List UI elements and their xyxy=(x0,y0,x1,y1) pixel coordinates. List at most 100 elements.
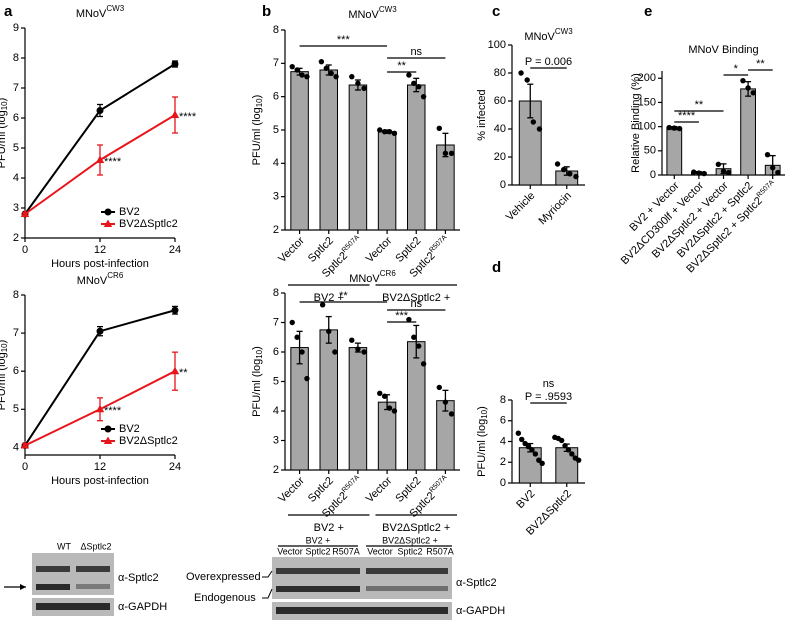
title-superscript: CR6 xyxy=(380,269,397,278)
significance: **** xyxy=(179,111,197,123)
data-point xyxy=(406,316,412,323)
bracket-label: P = 0.006 xyxy=(525,56,572,68)
title-superscript: CW3 xyxy=(555,27,573,36)
lane-label: Sptlc2 xyxy=(305,546,330,556)
chart-title: MNoVCR6 xyxy=(349,269,396,285)
x-tick-label: Vector xyxy=(276,474,307,505)
chart-title: MNoVCW3 xyxy=(524,27,573,43)
arrow-head xyxy=(20,584,26,590)
title-text: MNoV xyxy=(348,9,379,21)
lane-label: R507A xyxy=(426,546,454,556)
data-point xyxy=(519,436,525,443)
y-tick-label: 7 xyxy=(273,316,279,328)
y-tick-label: 6 xyxy=(500,415,506,427)
significance: **** xyxy=(104,156,122,168)
y-tick-label: 6 xyxy=(13,112,19,124)
data-point xyxy=(539,460,545,466)
y-tick-label: 5 xyxy=(13,142,19,154)
data-point xyxy=(725,169,732,176)
data-point xyxy=(536,457,542,463)
data-point xyxy=(304,73,310,80)
bar xyxy=(377,131,397,231)
data-point xyxy=(411,334,417,340)
marker xyxy=(170,110,180,118)
category-superscript: R507A xyxy=(341,234,361,254)
x-axis-label: Hours post-infection xyxy=(51,258,149,270)
panel-label: d xyxy=(492,259,501,276)
data-point xyxy=(691,169,697,175)
data-point xyxy=(701,170,707,177)
data-point xyxy=(666,124,672,131)
data-point xyxy=(750,90,756,96)
panel-label: e xyxy=(644,3,652,20)
y-tick-label: 40 xyxy=(494,123,506,135)
bracket-label: ** xyxy=(397,60,406,72)
band-label: Endogenous xyxy=(194,592,256,604)
y-label-text: PFU/ml (log xyxy=(476,419,488,477)
category-name: Vector xyxy=(364,234,395,265)
y-tick-label: 4 xyxy=(273,157,279,169)
y-tick-label: 3 xyxy=(13,202,19,214)
data-point xyxy=(775,169,781,176)
y-axis-label: PFU/ml (log10) xyxy=(476,406,489,477)
marker xyxy=(170,366,180,375)
y-axis-label: % infected xyxy=(476,89,488,140)
y-tick-label: 100 xyxy=(488,39,506,51)
panel-label: b xyxy=(262,3,271,20)
data-point xyxy=(361,85,367,92)
marker xyxy=(104,208,112,216)
bar xyxy=(666,127,683,176)
data-point xyxy=(349,337,355,343)
bracket-label: ns xyxy=(543,378,555,390)
data-point xyxy=(515,430,522,436)
bar xyxy=(290,71,309,231)
bracket-label: *** xyxy=(337,34,351,46)
chart-title: MNoVCR6 xyxy=(77,271,124,287)
y-tick-label: 4 xyxy=(500,435,506,447)
y-label-text: Relative Binding (%) xyxy=(630,73,642,173)
blot-band xyxy=(366,568,448,574)
chart-title: MNoV Binding xyxy=(688,44,758,56)
lane-label: Sptlc2 xyxy=(397,546,422,556)
blot-band xyxy=(36,584,70,590)
y-tick-label: 20 xyxy=(494,151,506,163)
bar xyxy=(407,84,426,231)
y-tick-label: 4 xyxy=(273,405,279,417)
y-label-text: PFU/ml (log xyxy=(251,107,263,165)
data-point xyxy=(448,150,455,157)
y-tick-label: 2 xyxy=(500,456,506,468)
y-tick-label: 7 xyxy=(273,57,279,69)
data-point xyxy=(560,166,567,173)
lane-label: R507A xyxy=(332,546,360,556)
y-tick-label: 200 xyxy=(638,72,656,84)
bracket-label: ** xyxy=(339,290,348,302)
data-point xyxy=(524,77,530,83)
legend-label: BV2 xyxy=(119,423,140,435)
x-tick-label: Myriocin xyxy=(536,190,573,227)
bracket-label: ns xyxy=(410,46,422,58)
group-label: BV2ΔSptlc2 + xyxy=(382,522,450,534)
y-tick-label: 2 xyxy=(273,224,279,236)
category-name: Myriocin xyxy=(536,190,573,227)
x-tick-label: 24 xyxy=(169,461,181,473)
y-tick-label: 2 xyxy=(273,464,279,476)
data-point xyxy=(416,83,422,90)
x-tick-label: 12 xyxy=(94,461,106,473)
x-tick-label: Vector xyxy=(276,234,307,265)
bar xyxy=(348,84,368,231)
blot-band xyxy=(276,607,448,614)
blot xyxy=(272,557,452,599)
y-label-text: PFU/ml (log xyxy=(251,359,263,417)
data-point xyxy=(323,65,329,72)
data-point xyxy=(416,343,422,349)
category-name: Vector xyxy=(276,474,307,505)
x-tick-label: 12 xyxy=(94,244,106,256)
data-point xyxy=(715,161,722,168)
y-label-suffix: ) xyxy=(476,406,488,410)
x-tick-label: 24 xyxy=(169,244,181,256)
bracket-label: * xyxy=(734,63,739,75)
y-tick-label: 6 xyxy=(273,346,279,358)
marker xyxy=(96,107,104,114)
category-name: Vehicle xyxy=(504,190,538,224)
